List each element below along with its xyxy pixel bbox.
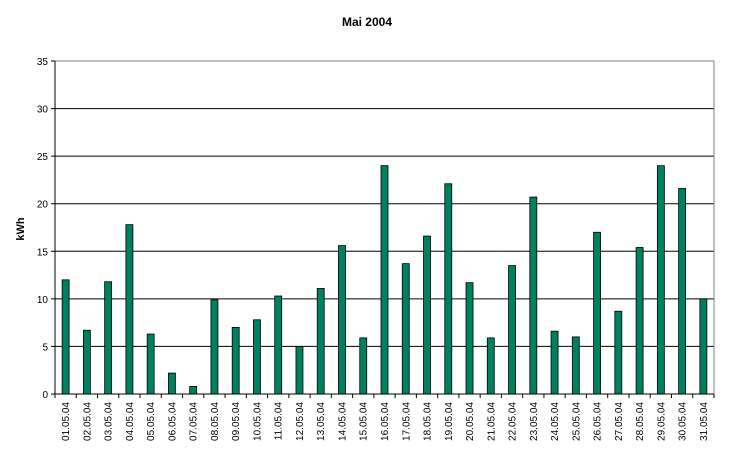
x-tick-label: 18.05.04 <box>423 402 434 441</box>
y-tick-label: 20 <box>37 200 49 211</box>
x-tick-labels: 01.05.04 02.05.04 03.05.04 04.05.04 05.05.04… <box>54 394 715 441</box>
x-tick-label: 10.05.04 <box>252 402 263 441</box>
bar <box>61 279 70 395</box>
bar <box>401 263 410 395</box>
bar <box>359 337 368 395</box>
bar <box>699 298 708 395</box>
bar <box>210 299 219 395</box>
y-axis-label: kWh <box>15 217 27 241</box>
bar <box>231 326 240 395</box>
bar <box>529 196 538 395</box>
bar <box>253 319 261 395</box>
y-tick-label: 35 <box>37 57 49 68</box>
x-tick-label: 19.05.04 <box>444 402 455 441</box>
y-tick-labels: 0 5 10 15 20 25 30 35 <box>37 57 55 401</box>
bar <box>338 245 346 395</box>
x-tick-label: 14.05.04 <box>337 402 348 441</box>
y-tick-label: 10 <box>37 295 49 306</box>
x-tick-label: 25.05.04 <box>571 402 582 441</box>
x-tick-label: 17.05.04 <box>401 402 412 441</box>
bar <box>614 310 623 395</box>
x-tick-label: 08.05.04 <box>210 402 221 441</box>
bar <box>146 333 155 395</box>
x-tick-label: 05.05.04 <box>146 402 157 441</box>
x-tick-label: 06.05.04 <box>167 402 178 441</box>
x-tick-label: 24.05.04 <box>550 402 561 441</box>
bar <box>125 224 134 395</box>
y-tick-label: 0 <box>42 390 48 401</box>
bar <box>82 329 91 395</box>
bar <box>486 337 495 395</box>
bar <box>550 330 559 395</box>
y-tick-label: 5 <box>42 342 48 353</box>
axes <box>54 60 715 395</box>
bar <box>635 247 644 395</box>
x-tick-label: 21.05.04 <box>486 402 497 441</box>
bar <box>593 231 601 395</box>
x-tick-label: 15.05.04 <box>359 402 370 441</box>
x-tick-label: 13.05.04 <box>316 402 327 441</box>
x-tick-label: 30.05.04 <box>678 402 689 441</box>
x-tick-label: 02.05.04 <box>82 402 93 441</box>
bar <box>465 282 474 395</box>
bar <box>316 287 325 395</box>
x-tick-label: 31.05.04 <box>699 402 710 441</box>
x-tick-label: 16.05.04 <box>380 402 391 441</box>
x-tick-label: 07.05.04 <box>189 402 200 441</box>
x-tick-label: 04.05.04 <box>125 402 136 441</box>
chart-title: Mai 2004 <box>342 15 392 29</box>
bar <box>274 295 283 395</box>
bar <box>571 336 580 395</box>
x-tick-label: 23.05.04 <box>529 402 540 441</box>
bar <box>508 265 516 395</box>
y-tick-label: 15 <box>37 247 49 258</box>
x-tick-label: 12.05.04 <box>295 402 306 441</box>
bar <box>423 235 431 395</box>
bars <box>61 165 708 395</box>
bar <box>656 165 665 395</box>
x-tick-label: 22.05.04 <box>508 402 519 441</box>
x-tick-label: 26.05.04 <box>593 402 604 441</box>
x-tick-label: 03.05.04 <box>104 402 115 441</box>
x-tick-label: 11.05.04 <box>274 402 285 441</box>
x-tick-label: 28.05.04 <box>635 402 646 441</box>
bar <box>295 346 304 395</box>
bar <box>380 165 389 395</box>
x-tick-label: 09.05.04 <box>231 402 242 441</box>
y-tick-label: 30 <box>37 105 49 116</box>
bar <box>189 385 198 395</box>
bar <box>104 281 113 395</box>
x-tick-label: 20.05.04 <box>465 402 476 441</box>
x-tick-label: 29.05.04 <box>656 402 667 441</box>
x-tick-label: 27.05.04 <box>614 402 625 441</box>
bar <box>678 188 687 395</box>
bar <box>444 183 453 395</box>
bar <box>168 372 176 395</box>
x-tick-label: 01.05.04 <box>61 402 72 441</box>
y-tick-label: 25 <box>37 152 49 163</box>
